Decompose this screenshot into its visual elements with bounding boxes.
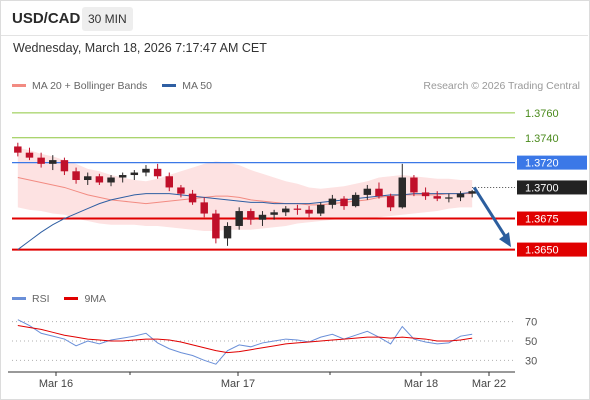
symbol-title: USD/CAD bbox=[12, 10, 81, 27]
candle-body bbox=[316, 204, 325, 214]
candle-body bbox=[223, 225, 232, 239]
candle-body bbox=[433, 196, 441, 199]
candle-body bbox=[421, 192, 430, 197]
chart-header: USD/CAD 30 MIN bbox=[0, 0, 588, 36]
level-tag-1.3650 bbox=[517, 242, 587, 257]
candle-body bbox=[200, 202, 208, 214]
candle-body bbox=[351, 194, 360, 207]
level-label-1.3740: 1.3740 bbox=[525, 133, 559, 145]
level-tag-1.3720 bbox=[517, 155, 587, 170]
candle-body bbox=[375, 188, 383, 197]
x-tick-label: Mar 18 bbox=[404, 378, 438, 390]
candle-body bbox=[25, 152, 34, 158]
rsi-9ma-line bbox=[17, 325, 473, 354]
rsi-tick-label: 50 bbox=[525, 336, 537, 348]
candle-body bbox=[445, 197, 453, 199]
price-legend: MA 20 + Bollinger Bands MA 50 bbox=[12, 80, 224, 92]
candle-body bbox=[258, 214, 267, 220]
legend-ma50: MA 50 bbox=[162, 80, 212, 92]
level-tag-1.3675 bbox=[517, 211, 587, 226]
ma50-swatch bbox=[162, 83, 177, 87]
rsi-tick-label: 30 bbox=[525, 355, 537, 367]
legend-rsi: RSI bbox=[12, 293, 50, 305]
candle-body bbox=[49, 160, 57, 164]
candle-body bbox=[165, 176, 174, 188]
level-label-1.3720: 1.3720 bbox=[525, 158, 559, 170]
candle-body bbox=[386, 196, 395, 208]
legend-ma20: MA 20 + Bollinger Bands bbox=[12, 80, 147, 92]
timeframe-badge[interactable]: 30 MIN bbox=[82, 7, 133, 31]
timestamp: Wednesday, March 18, 2026 7:17:47 AM CET bbox=[13, 41, 267, 55]
level-label-1.3760: 1.3760 bbox=[525, 108, 559, 120]
ma50-line bbox=[17, 191, 473, 250]
candle-body bbox=[282, 208, 290, 213]
candle-body bbox=[188, 193, 197, 203]
level-label-1.3700: 1.3700 bbox=[525, 182, 559, 194]
x-tick-label: Mar 22 bbox=[472, 378, 506, 390]
candle-body bbox=[37, 157, 45, 164]
candle-body bbox=[270, 212, 278, 215]
candle-body bbox=[118, 175, 127, 178]
candle-body bbox=[60, 160, 69, 172]
candle-body bbox=[340, 198, 348, 207]
candle-body bbox=[14, 146, 22, 153]
legend-ma50-label: MA 50 bbox=[182, 80, 212, 92]
candle-body bbox=[235, 211, 243, 226]
legend-ma9-label: 9MA bbox=[84, 293, 107, 305]
level-tag-1.3700 bbox=[517, 180, 587, 195]
candle-body bbox=[95, 176, 104, 183]
credit-text: Research © 2026 Trading Central bbox=[423, 80, 580, 92]
candle-body bbox=[363, 188, 372, 195]
forecast-arrow-head bbox=[499, 232, 511, 248]
candle-body bbox=[328, 198, 337, 205]
candle-body bbox=[107, 177, 115, 183]
candle-body bbox=[142, 168, 150, 173]
rsi-line bbox=[17, 319, 473, 365]
candle-body bbox=[456, 193, 465, 198]
level-label-1.3650: 1.3650 bbox=[525, 245, 559, 257]
legend-rsi-label: RSI bbox=[32, 293, 50, 305]
rsi-tick-label: 70 bbox=[525, 317, 537, 329]
candle-body bbox=[305, 209, 313, 214]
candle-body bbox=[293, 208, 302, 210]
candle-body bbox=[177, 187, 185, 194]
candle-body bbox=[153, 168, 162, 177]
candle-body bbox=[247, 211, 255, 220]
x-tick-label: Mar 17 bbox=[221, 378, 255, 390]
legend-ma9: 9MA bbox=[64, 293, 106, 305]
candle-body bbox=[130, 172, 139, 176]
x-tick-label: Mar 16 bbox=[39, 378, 73, 390]
candle-body bbox=[83, 176, 92, 180]
rsi-legend: RSI 9MA bbox=[12, 293, 118, 305]
candle-body bbox=[468, 191, 476, 194]
ma20-swatch bbox=[12, 83, 26, 87]
ma9-swatch bbox=[64, 296, 79, 300]
forecast-arrow-shaft bbox=[472, 186, 509, 240]
ma20-line bbox=[17, 177, 473, 206]
legend-ma20-label: MA 20 + Bollinger Bands bbox=[32, 80, 148, 92]
level-label-1.3675: 1.3675 bbox=[525, 214, 559, 226]
candle-body bbox=[398, 177, 407, 208]
bollinger-band bbox=[17, 147, 473, 231]
candle-body bbox=[410, 177, 418, 193]
rsi-swatch bbox=[12, 296, 26, 300]
candle-body bbox=[72, 171, 80, 180]
candle-body bbox=[212, 213, 220, 239]
